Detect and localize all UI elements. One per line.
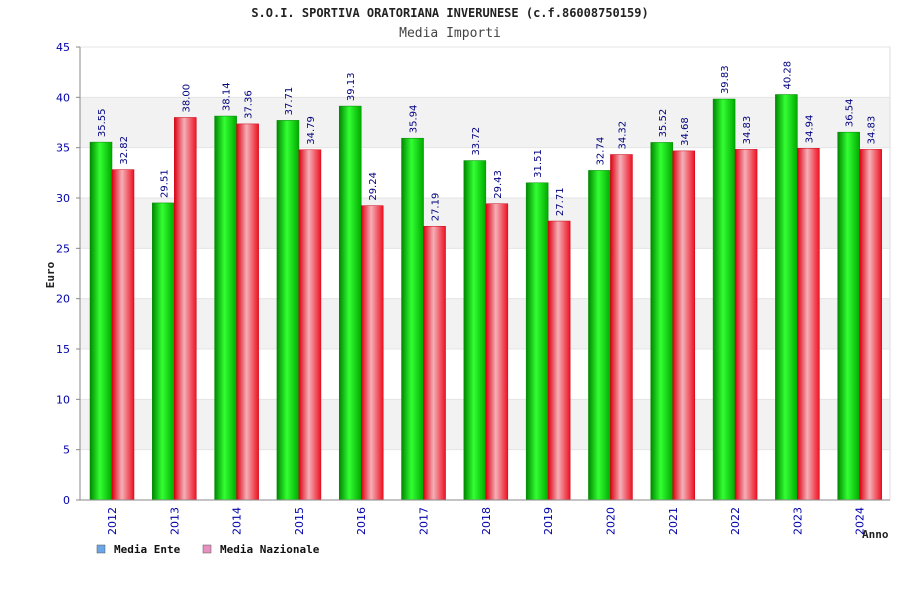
data-label: 39.83 (720, 65, 731, 94)
data-label: 37.36 (244, 90, 255, 119)
y-tick-label: 5 (63, 444, 70, 457)
data-label: 34.83 (867, 116, 878, 145)
y-tick-label: 30 (56, 192, 70, 205)
data-label: 32.74 (595, 137, 606, 166)
y-tick-label: 20 (56, 293, 70, 306)
bar-media-nazionale-2015 (298, 149, 322, 501)
bar-media-nazionale-2022 (734, 149, 758, 501)
bar-media-nazionale-2013 (174, 117, 197, 501)
y-tick-label: 15 (56, 343, 70, 356)
bar-media-ente-2019 (525, 182, 549, 501)
plot-band (80, 97, 890, 148)
data-label: 34.83 (742, 116, 753, 145)
chart-title: S.O.I. SPORTIVA ORATORIANA INVERUNESE (c… (251, 6, 648, 20)
y-tick-label: 35 (56, 142, 70, 155)
bar-media-ente-2022 (712, 98, 736, 501)
data-label: 27.19 (431, 193, 442, 222)
data-label: 35.52 (658, 109, 669, 138)
bar-media-nazionale-2016 (360, 205, 384, 501)
bar-media-nazionale-2021 (672, 150, 696, 501)
bar-media-nazionale-2019 (547, 220, 571, 501)
bar-media-nazionale-2020 (610, 154, 633, 501)
data-label: 29.51 (159, 169, 170, 198)
legend-label-media-ente: Media Ente (114, 543, 181, 556)
plot-band (80, 47, 890, 98)
data-label: 31.51 (533, 149, 544, 178)
data-label: 34.68 (680, 117, 691, 146)
data-label: 38.14 (222, 82, 233, 111)
x-tick-label: 2013 (168, 507, 181, 535)
x-tick-label: 2024 (854, 507, 867, 535)
legend-label-media-nazionale: Media Nazionale (220, 543, 320, 556)
bar-media-ente-2018 (463, 160, 487, 501)
data-labels: 35.55 32.82 29.51 38.00 38.14 37.36 37.71 34.79… (97, 61, 878, 221)
x-axis-label: Anno (862, 528, 889, 541)
data-label: 34.32 (617, 121, 628, 150)
data-label: 29.43 (493, 170, 504, 199)
x-axis-ticks: 2012 2013 2014 2015 2016 2017 2018 2019 2020 2021… (106, 507, 867, 535)
x-tick-label: 2019 (542, 507, 555, 535)
bar-media-nazionale-2014 (236, 123, 259, 501)
y-axis-ticks: 0 5 10 15 20 25 30 35 40 45 (56, 41, 80, 507)
x-tick-label: 2014 (231, 507, 244, 535)
x-tick-label: 2018 (480, 507, 493, 535)
data-label: 34.94 (804, 115, 815, 144)
bar-media-nazionale-2024 (859, 149, 882, 501)
bar-media-nazionale-2018 (485, 203, 509, 501)
y-tick-label: 45 (56, 41, 70, 54)
bar-media-ente-2015 (276, 120, 300, 501)
bar-media-ente-2012 (89, 141, 113, 501)
data-label: 34.79 (306, 116, 317, 145)
data-label: 27.71 (555, 187, 566, 216)
x-tick-label: 2020 (604, 507, 617, 535)
bar-media-ente-2020 (588, 170, 611, 501)
data-label: 40.28 (782, 61, 793, 90)
data-label: 38.00 (181, 84, 192, 113)
bar-media-ente-2017 (401, 137, 424, 501)
bar-media-nazionale-2023 (797, 148, 820, 501)
legend-swatch-media-ente (96, 544, 106, 554)
bar-media-ente-2023 (775, 94, 798, 501)
legend: Media Ente Media Nazionale (96, 543, 320, 556)
data-label: 39.13 (346, 72, 357, 101)
y-tick-label: 40 (56, 91, 70, 104)
x-tick-label: 2022 (729, 507, 742, 535)
bar-media-ente-2013 (152, 202, 175, 501)
x-tick-label: 2016 (355, 507, 368, 535)
x-tick-label: 2017 (418, 507, 431, 535)
legend-swatch-media-nazionale (202, 544, 212, 554)
data-label: 36.54 (845, 99, 856, 128)
x-tick-label: 2015 (293, 507, 306, 535)
data-label: 33.72 (471, 127, 482, 156)
bar-media-nazionale-2012 (111, 169, 135, 501)
y-tick-label: 0 (63, 494, 70, 507)
bar-media-ente-2021 (650, 142, 674, 501)
y-axis-label: Euro (44, 261, 57, 288)
data-label: 29.24 (368, 172, 379, 201)
y-tick-label: 10 (56, 393, 70, 406)
bar-media-ente-2024 (837, 131, 860, 501)
data-label: 32.82 (119, 136, 130, 165)
bar-media-ente-2014 (214, 115, 237, 501)
bar-media-nazionale-2017 (423, 226, 446, 501)
data-label: 35.55 (97, 108, 108, 137)
chart-subtitle: Media Importi (399, 26, 501, 41)
x-tick-label: 2012 (106, 507, 119, 535)
y-tick-label: 25 (56, 242, 70, 255)
x-tick-label: 2023 (791, 507, 804, 535)
bar-media-ente-2016 (338, 105, 362, 501)
x-tick-label: 2021 (667, 507, 680, 535)
data-label: 37.71 (284, 87, 295, 116)
data-label: 35.94 (409, 105, 420, 134)
